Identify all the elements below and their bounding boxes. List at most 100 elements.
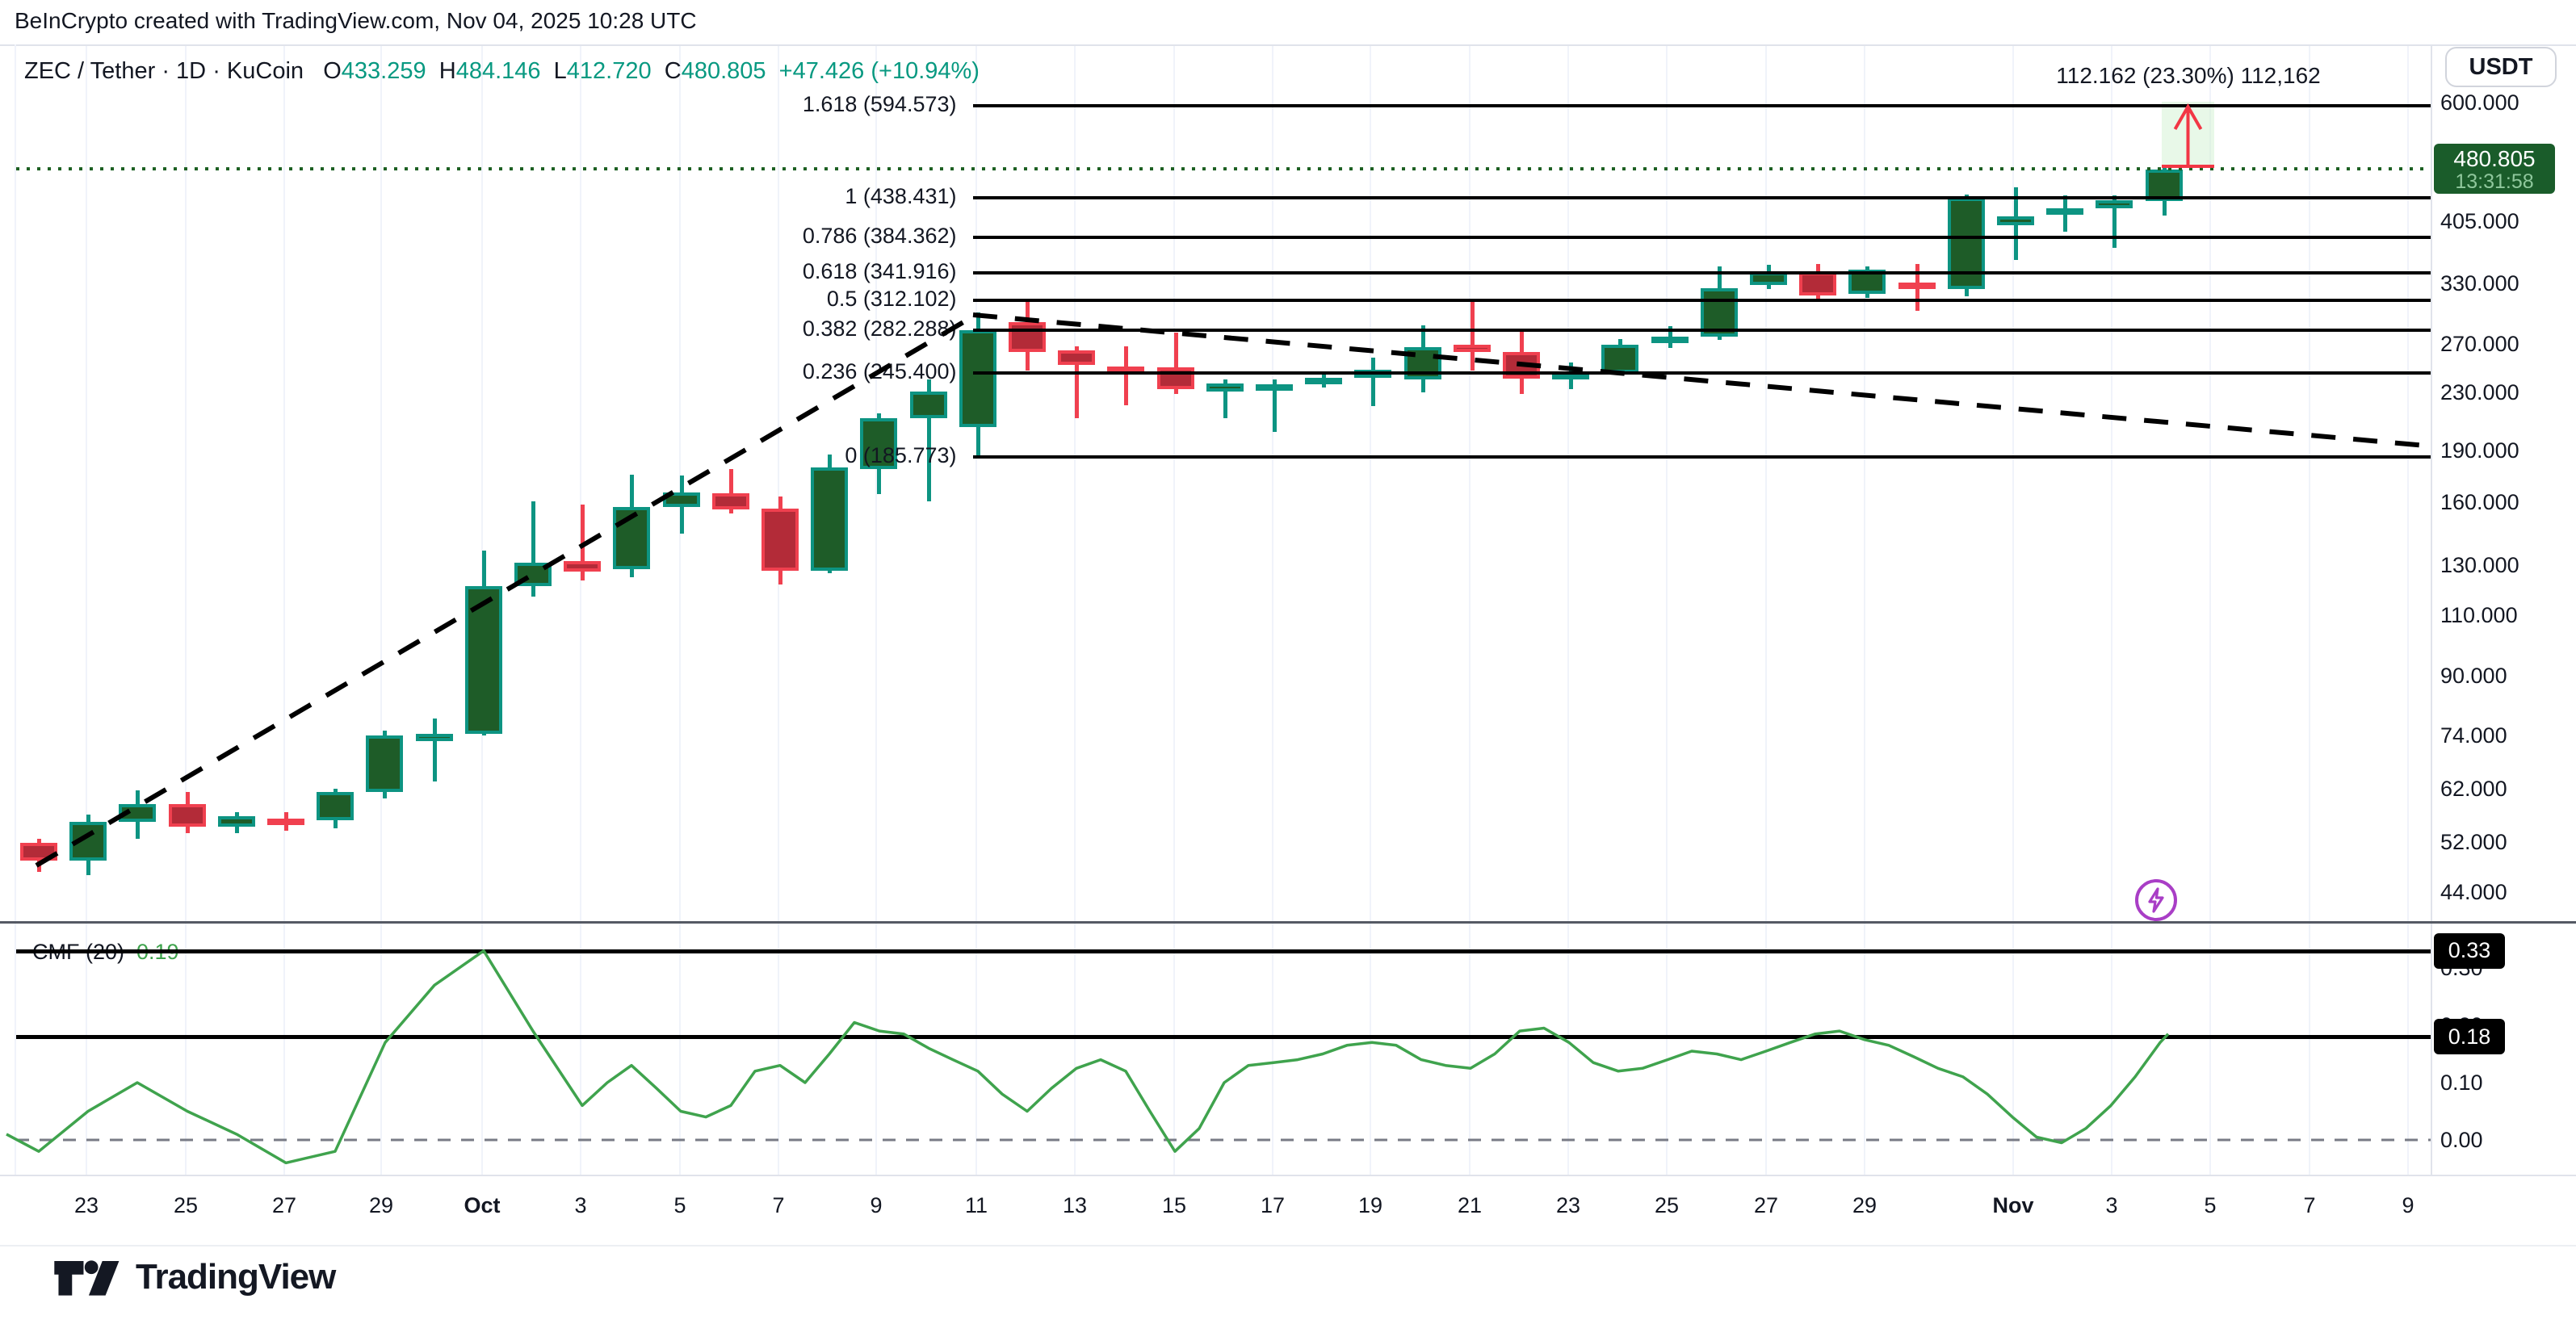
fib-level-label: 0 (185.773) xyxy=(845,443,963,468)
gridline xyxy=(778,46,779,1175)
fib-level-line[interactable] xyxy=(973,455,2431,459)
candle-body[interactable] xyxy=(711,492,749,510)
gridline xyxy=(2012,46,2014,1175)
time-axis-label: Oct xyxy=(464,1193,501,1217)
fib-level-line[interactable] xyxy=(973,270,2431,274)
candle-body[interactable] xyxy=(662,492,700,507)
candle-body[interactable] xyxy=(1898,282,1936,289)
price-axis-label: 110.000 xyxy=(2440,603,2518,628)
time-axis-label: 25 xyxy=(173,1193,199,1217)
gridline xyxy=(185,46,187,1175)
candle-body[interactable] xyxy=(2096,200,2133,209)
time-axis-label: 7 xyxy=(2303,1193,2316,1217)
close-value: 480.805 xyxy=(681,58,766,84)
candle-body[interactable] xyxy=(168,804,206,828)
candle-body[interactable] xyxy=(1997,216,2034,225)
candle-body[interactable] xyxy=(1305,378,1343,385)
gridline xyxy=(1173,46,1175,1175)
candle-body[interactable] xyxy=(1403,347,1441,380)
chart-left-border xyxy=(15,44,16,1243)
candle-body[interactable] xyxy=(1256,384,1293,392)
last-price-badge: 480.805 13:31:58 xyxy=(2434,144,2555,195)
fib-level-line[interactable] xyxy=(973,103,2431,107)
high-label: H xyxy=(438,58,456,84)
low-label: L xyxy=(553,58,567,84)
candle-body[interactable] xyxy=(317,792,355,820)
fib-level-line[interactable] xyxy=(973,371,2431,375)
currency-toggle-button[interactable]: USDT xyxy=(2445,47,2557,87)
gridline xyxy=(1370,46,1371,1175)
candle-body[interactable] xyxy=(415,733,453,742)
gridline xyxy=(1469,46,1471,1175)
candle-body[interactable] xyxy=(811,467,849,571)
candle-body[interactable] xyxy=(761,509,799,571)
cmf-level-line[interactable] xyxy=(16,949,2431,953)
fib-level-line[interactable] xyxy=(973,298,2431,302)
candle-body[interactable] xyxy=(1206,383,1244,392)
time-axis-label: 23 xyxy=(1555,1193,1581,1217)
tradingview-logo-text: TradingView xyxy=(136,1257,336,1297)
price-axis-separator[interactable] xyxy=(2431,46,2432,1243)
cmf-line-series xyxy=(6,949,2170,1165)
candle-body[interactable] xyxy=(909,392,947,419)
gridline xyxy=(2407,46,2409,1175)
gridline xyxy=(875,46,877,1175)
candle-body[interactable] xyxy=(1058,350,1096,366)
candle-body[interactable] xyxy=(217,815,255,828)
price-axis-label: 52.000 xyxy=(2440,829,2507,854)
time-axis-label: 19 xyxy=(1357,1193,1383,1217)
time-axis-label: 3 xyxy=(574,1193,587,1217)
cmf-axis-label: 0.10 xyxy=(2440,1071,2483,1095)
candle-body[interactable] xyxy=(464,585,502,734)
flash-boost-icon[interactable] xyxy=(2135,879,2177,921)
candle-wick xyxy=(1470,299,1475,371)
time-axis[interactable] xyxy=(0,1175,2576,1246)
gridline xyxy=(1567,46,1569,1175)
candle-body[interactable] xyxy=(613,506,651,569)
candle-body[interactable] xyxy=(1651,336,1689,343)
change-value: +47.426 (+10.94%) xyxy=(778,58,980,84)
cmf-level-line[interactable] xyxy=(16,1035,2431,1040)
candle-body[interactable] xyxy=(1799,272,1837,295)
time-axis-label: 9 xyxy=(2402,1193,2414,1217)
pane-divider[interactable] xyxy=(0,921,2576,924)
gridline xyxy=(1272,46,1273,1175)
candle-body[interactable] xyxy=(1503,352,1540,379)
fib-level-label: 0.236 (245.400) xyxy=(802,358,963,383)
candle-body[interactable] xyxy=(366,735,404,793)
price-axis-label: 330.000 xyxy=(2440,270,2519,295)
tradingview-logo[interactable]: TradingView xyxy=(53,1253,336,1301)
candle-body[interactable] xyxy=(267,818,304,825)
price-axis-label: 600.000 xyxy=(2440,90,2519,115)
candle-body[interactable] xyxy=(1009,322,1046,353)
gridline xyxy=(679,46,681,1175)
cmf-line-badge: 0.18 xyxy=(2434,1019,2505,1055)
fib-level-line[interactable] xyxy=(973,195,2431,199)
candle-body[interactable] xyxy=(1453,344,1491,353)
fib-level-line[interactable] xyxy=(973,329,2431,333)
time-axis-label: 9 xyxy=(870,1193,883,1217)
price-axis-label: 74.000 xyxy=(2440,723,2507,748)
candle-body[interactable] xyxy=(514,562,552,586)
fib-level-label: 1 (438.431) xyxy=(845,183,963,208)
symbol-title[interactable]: ZEC / Tether · 1D · KuCoin xyxy=(24,58,304,84)
candle-body[interactable] xyxy=(564,560,602,572)
candle-body[interactable] xyxy=(2046,208,2084,216)
candle-body[interactable] xyxy=(20,843,57,861)
price-axis-label: 130.000 xyxy=(2440,552,2519,577)
price-axis-label: 160.000 xyxy=(2440,489,2519,514)
bar-countdown: 13:31:58 xyxy=(2455,170,2534,194)
candle-body[interactable] xyxy=(69,822,107,861)
candle-body[interactable] xyxy=(959,330,996,428)
open-label: O xyxy=(323,58,342,84)
measurement-box[interactable] xyxy=(2162,102,2214,167)
symbol-header[interactable]: ZEC / Tether · 1D · KuCoin O433.259 H484… xyxy=(24,58,980,85)
candle-body[interactable] xyxy=(2145,170,2183,202)
fib-level-line[interactable] xyxy=(973,235,2431,239)
candle-body[interactable] xyxy=(1601,344,1639,374)
gridline xyxy=(2111,46,2112,1175)
candle-body[interactable] xyxy=(1947,198,1985,289)
candle-body[interactable] xyxy=(119,804,157,823)
time-axis-label: 21 xyxy=(1457,1193,1483,1217)
price-axis-label: 405.000 xyxy=(2440,209,2519,234)
